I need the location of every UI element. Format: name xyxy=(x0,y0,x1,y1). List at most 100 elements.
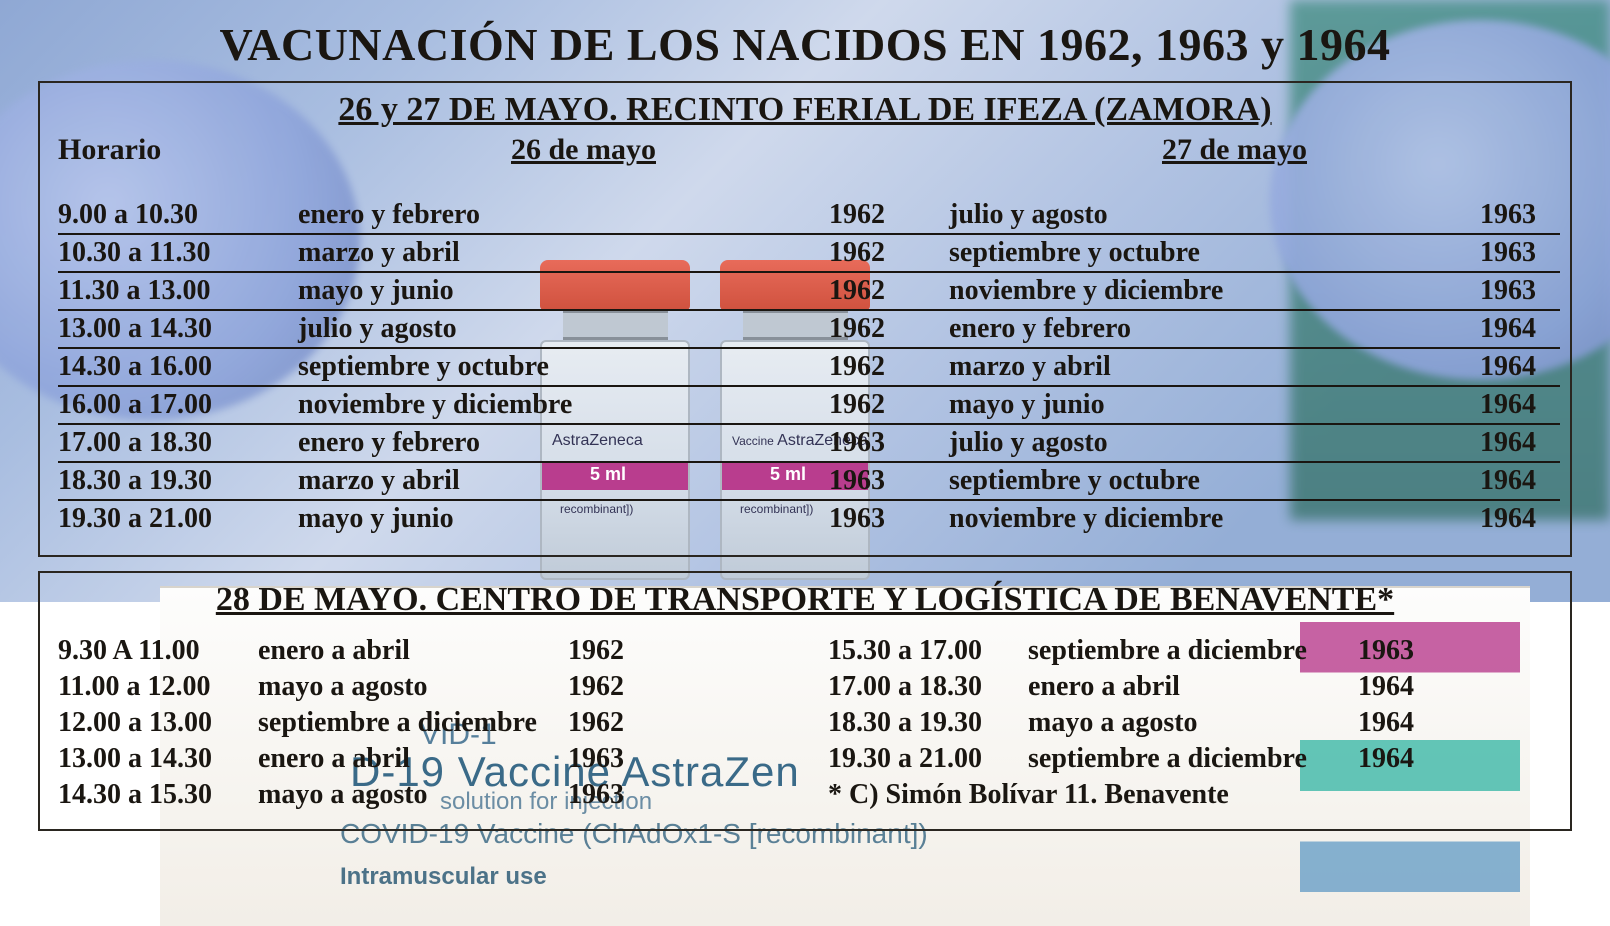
months: mayo a agosto xyxy=(1028,705,1348,741)
birth-year: 1963 xyxy=(1358,633,1438,669)
birth-year: 1964 xyxy=(1480,351,1548,383)
schedule-cell: julio y agosto 1962 xyxy=(258,309,909,347)
months: enero y febrero xyxy=(298,199,480,231)
months: noviembre y diciembre xyxy=(949,503,1223,535)
schedule-cell: noviembre y diciembre 1963 xyxy=(909,271,1560,309)
months: septiembre a diciembre xyxy=(1028,741,1348,777)
schedule-cell: septiembre y octubre 1964 xyxy=(909,461,1560,499)
months: julio y agosto xyxy=(949,427,1108,459)
schedule-table-benavente: 9.30 A 11.00 enero a abril 1962 15.30 a 17.… xyxy=(40,623,1570,829)
time-slot: 17.00 a 18.30 xyxy=(58,423,258,461)
months: septiembre y octubre xyxy=(298,351,549,383)
schedule-cell: enero y febrero 1962 xyxy=(258,197,909,233)
months: enero y febrero xyxy=(949,313,1131,345)
panel-benavente-subtitle: 28 DE MAYO. CENTRO DE TRANSPORTE Y LOGÍS… xyxy=(40,573,1570,623)
birth-year: 1963 xyxy=(568,777,668,813)
months: julio y agosto xyxy=(298,313,457,345)
birth-year: 1962 xyxy=(829,389,897,421)
time-slot: 9.00 a 10.30 xyxy=(58,197,258,233)
address-note: * C) Simón Bolívar 11. Benavente xyxy=(828,777,1438,813)
months: septiembre y octubre xyxy=(949,237,1200,269)
birth-year: 1963 xyxy=(1480,237,1548,269)
months: septiembre y octubre xyxy=(949,465,1200,497)
schedule-cell: mayo y junio 1963 xyxy=(258,499,909,537)
birth-year: 1962 xyxy=(829,313,897,345)
col-header-day1: 26 de mayo xyxy=(258,133,909,197)
birth-year: 1962 xyxy=(568,705,668,741)
schedule-cell: julio y agosto 1964 xyxy=(909,423,1560,461)
birth-year: 1962 xyxy=(568,633,668,669)
time-slot: 19.30 a 21.00 xyxy=(58,499,258,537)
time-slot: 13.00 a 14.30 xyxy=(58,741,248,777)
birth-year: 1964 xyxy=(1358,741,1438,777)
panel-benavente: 28 DE MAYO. CENTRO DE TRANSPORTE Y LOGÍS… xyxy=(38,571,1572,831)
schedule-cell: marzo y abril 1964 xyxy=(909,347,1560,385)
birth-year: 1964 xyxy=(1358,669,1438,705)
months: mayo a agosto xyxy=(258,777,558,813)
panel-zamora: 26 y 27 DE MAYO. RECINTO FERIAL DE IFEZA… xyxy=(38,81,1572,557)
schedule-cell: mayo y junio 1964 xyxy=(909,385,1560,423)
months: mayo y junio xyxy=(298,275,454,307)
months: mayo y junio xyxy=(949,389,1105,421)
birth-year: 1964 xyxy=(1358,705,1438,741)
time-slot: 16.00 a 17.00 xyxy=(58,385,258,423)
schedule-cell: marzo y abril 1962 xyxy=(258,233,909,271)
months: mayo a agosto xyxy=(258,669,558,705)
months: septiembre a diciembre xyxy=(1028,633,1348,669)
birth-year: 1963 xyxy=(1480,199,1548,231)
birth-year: 1962 xyxy=(829,275,897,307)
schedule-table-zamora: Horario26 de mayo27 de mayo9.00 a 10.30e… xyxy=(40,133,1570,555)
time-slot: 10.30 a 11.30 xyxy=(58,233,258,271)
schedule-cell: enero y febrero 1964 xyxy=(909,309,1560,347)
months: marzo y abril xyxy=(298,465,460,497)
schedule-cell: septiembre y octubre 1962 xyxy=(258,347,909,385)
months: mayo y junio xyxy=(298,503,454,535)
page-title: VACUNACIÓN DE LOS NACIDOS EN 1962, 1963 … xyxy=(38,18,1572,71)
birth-year: 1964 xyxy=(1480,389,1548,421)
months: enero a abril xyxy=(258,741,558,777)
time-slot: 11.30 a 13.00 xyxy=(58,271,258,309)
schedule-cell: mayo y junio 1962 xyxy=(258,271,909,309)
col-header-horario: Horario xyxy=(58,133,258,197)
months: enero a abril xyxy=(258,633,558,669)
birth-year: 1962 xyxy=(568,669,668,705)
months: enero a abril xyxy=(1028,669,1348,705)
schedule-cell: julio y agosto 1963 xyxy=(909,197,1560,233)
time-slot: 15.30 a 17.00 xyxy=(828,633,1018,669)
time-slot: 18.30 a 19.30 xyxy=(58,461,258,499)
time-slot: 11.00 a 12.00 xyxy=(58,669,248,705)
months: marzo y abril xyxy=(298,237,460,269)
panel-zamora-subtitle: 26 y 27 DE MAYO. RECINTO FERIAL DE IFEZA… xyxy=(40,83,1570,133)
birth-year: 1962 xyxy=(829,237,897,269)
birth-year: 1963 xyxy=(1480,275,1548,307)
schedule-cell: marzo y abril 1963 xyxy=(258,461,909,499)
birth-year: 1964 xyxy=(1480,427,1548,459)
time-slot: 18.30 a 19.30 xyxy=(828,705,1018,741)
birth-year: 1964 xyxy=(1480,313,1548,345)
col-header-day2: 27 de mayo xyxy=(909,133,1560,197)
birth-year: 1963 xyxy=(829,465,897,497)
months: julio y agosto xyxy=(949,199,1108,231)
schedule-cell: septiembre y octubre 1963 xyxy=(909,233,1560,271)
time-slot: 14.30 a 15.30 xyxy=(58,777,248,813)
schedule-cell: noviembre y diciembre 1964 xyxy=(909,499,1560,537)
birth-year: 1963 xyxy=(829,427,897,459)
months: noviembre y diciembre xyxy=(298,389,572,421)
months: enero y febrero xyxy=(298,427,480,459)
birth-year: 1963 xyxy=(829,503,897,535)
time-slot: 13.00 a 14.30 xyxy=(58,309,258,347)
schedule-cell: enero y febrero 1963 xyxy=(258,423,909,461)
birth-year: 1964 xyxy=(1480,503,1548,535)
time-slot: 9.30 A 11.00 xyxy=(58,633,248,669)
months: noviembre y diciembre xyxy=(949,275,1223,307)
time-slot: 14.30 a 16.00 xyxy=(58,347,258,385)
months: septiembre a diciembre xyxy=(258,705,558,741)
months: marzo y abril xyxy=(949,351,1111,383)
birth-year: 1963 xyxy=(568,741,668,777)
birth-year: 1962 xyxy=(829,351,897,383)
birth-year: 1962 xyxy=(829,199,897,231)
birth-year: 1964 xyxy=(1480,465,1548,497)
schedule-cell: noviembre y diciembre 1962 xyxy=(258,385,909,423)
box-text-small: Intramuscular use xyxy=(340,863,547,891)
time-slot: 12.00 a 13.00 xyxy=(58,705,248,741)
